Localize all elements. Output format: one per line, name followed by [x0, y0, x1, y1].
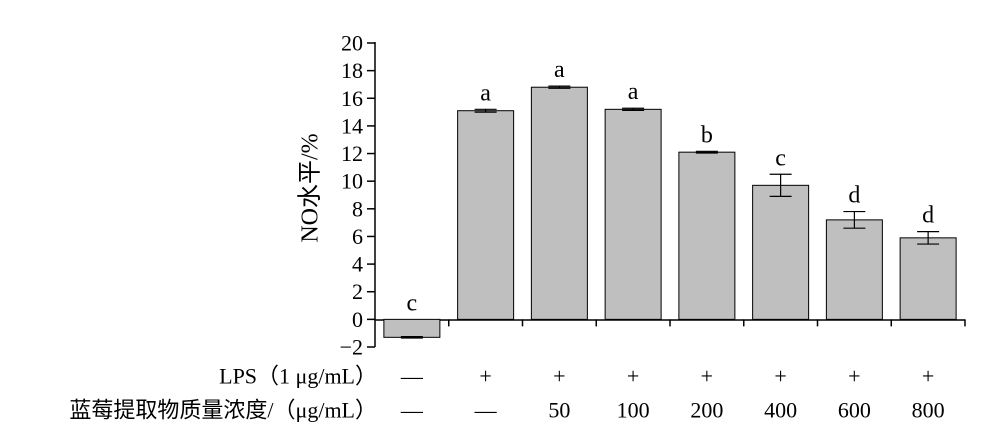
row-value: — — [474, 398, 498, 423]
bar — [752, 184, 810, 320]
row-value: + — [627, 364, 639, 389]
row-value: 600 — [838, 398, 871, 423]
row-value: — — [400, 398, 424, 423]
significance-label: d — [848, 183, 860, 209]
bar — [825, 219, 883, 320]
y-tick-label: 0 — [352, 307, 363, 332]
row-value: + — [922, 364, 934, 389]
error-bars — [400, 85, 940, 339]
bars — [383, 86, 957, 338]
bar — [899, 237, 957, 320]
row-value: + — [774, 364, 786, 389]
row-value: + — [553, 364, 565, 389]
significance-label: a — [554, 57, 565, 83]
row-value: 200 — [690, 398, 723, 423]
row-value: 800 — [912, 398, 945, 423]
x-ticks — [448, 319, 966, 327]
y-tick-label: 6 — [352, 224, 363, 249]
y-tick-label: 16 — [341, 86, 363, 111]
significance-label: a — [480, 80, 491, 106]
row-label: 蓝莓提取物质量浓度/（μg/mL） — [69, 398, 377, 423]
row-value: — — [400, 364, 424, 389]
y-tick-label: 14 — [341, 113, 363, 138]
bar — [604, 108, 662, 320]
y-tick-label: 20 — [341, 31, 363, 56]
y-axis-label: NO水平/% — [297, 133, 324, 242]
row-value: 50 — [548, 398, 570, 423]
bar — [457, 110, 515, 320]
bar — [678, 151, 736, 320]
bar — [383, 318, 441, 338]
row-label: LPS（1 μg/mL） — [219, 364, 377, 389]
row-value: 100 — [617, 398, 650, 423]
significance-labels: c a a a b c d d — [407, 57, 935, 316]
significance-label: b — [701, 122, 713, 148]
y-tick-label: −2 — [340, 335, 363, 360]
y-tick-label: 8 — [352, 196, 363, 221]
y-tick-label: 10 — [341, 169, 363, 194]
significance-label: c — [775, 145, 786, 171]
y-tick-label: 12 — [341, 141, 363, 166]
y-tick-label: 2 — [352, 279, 363, 304]
significance-label: c — [407, 290, 418, 316]
bar — [530, 86, 588, 320]
significance-label: d — [922, 203, 934, 229]
row-value: 400 — [764, 398, 797, 423]
row-value: + — [479, 364, 491, 389]
y-tick-label: 4 — [352, 252, 363, 277]
y-tick-label: 18 — [341, 58, 363, 83]
significance-label: a — [628, 79, 639, 105]
row-value: + — [848, 364, 860, 389]
treatment-rows: LPS（1 μg/mL） — + + + + + + + 蓝莓提取物质量浓度/（μg/mL） — — 5… — [69, 364, 944, 423]
row-value: + — [701, 364, 713, 389]
